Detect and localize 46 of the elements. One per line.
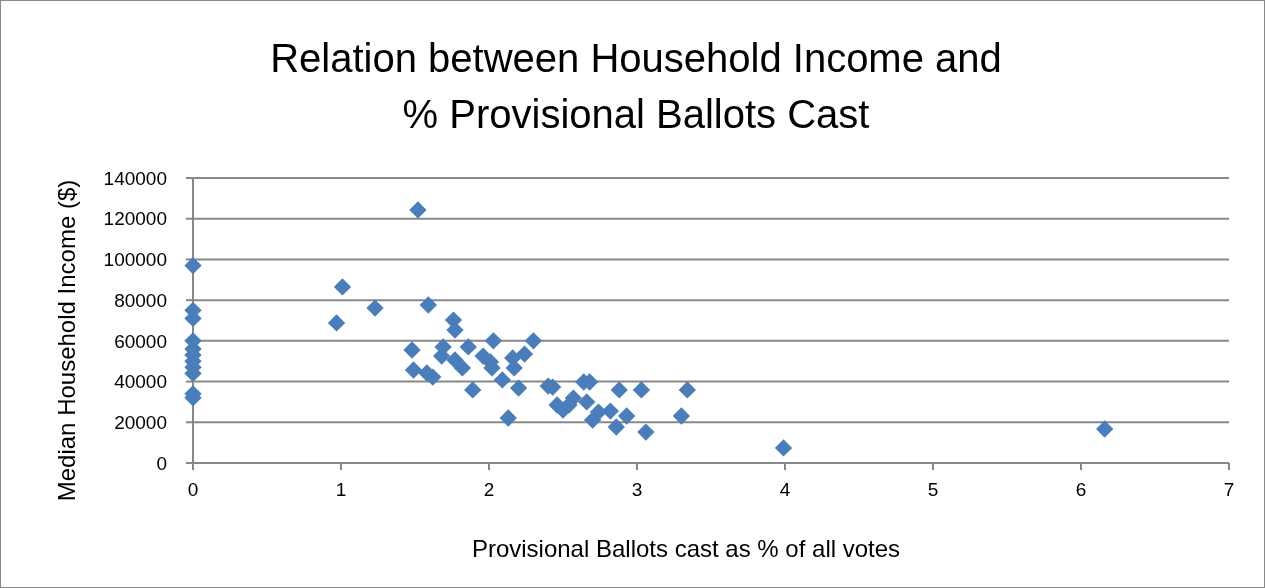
point: [1096, 420, 1114, 438]
point: [484, 332, 503, 350]
point: [459, 338, 477, 356]
y-tick-label: 20000: [114, 411, 167, 433]
x-tick-label: 5: [927, 479, 939, 500]
point: [632, 381, 651, 399]
point: [515, 345, 534, 363]
y-tick-label: 140000: [103, 167, 167, 189]
y-tick-label: 40000: [114, 371, 167, 393]
point: [409, 201, 427, 219]
y-axis-title: Median Household Income ($): [53, 179, 80, 502]
point: [509, 379, 528, 397]
x-tick-label: 7: [1223, 479, 1235, 500]
point: [419, 296, 437, 314]
x-tick-label: 3: [631, 479, 643, 500]
y-tick-label: 120000: [103, 208, 167, 230]
x-tick-label: 2: [483, 479, 495, 500]
point: [524, 332, 543, 350]
point: [366, 299, 384, 317]
point: [403, 341, 421, 359]
y-tick-label: 60000: [114, 330, 167, 352]
point: [184, 256, 202, 275]
x-tick-label: 1: [335, 479, 347, 500]
point: [610, 381, 628, 399]
x-tick-label: 0: [187, 479, 199, 500]
point: [607, 418, 625, 436]
x-tick-label: 6: [1075, 479, 1087, 500]
point: [464, 381, 482, 399]
point: [617, 407, 636, 425]
point: [493, 371, 511, 389]
chart-title: Relation between Household Income and % Provisional Ballots Cast: [270, 36, 1002, 136]
point: [578, 393, 596, 411]
point: [672, 407, 691, 425]
point: [637, 423, 655, 441]
y-tick-label: 80000: [114, 289, 167, 311]
point: [404, 361, 423, 379]
point: [453, 359, 472, 377]
point: [333, 278, 352, 296]
x-axis-title: Provisional Ballots cast as % of all votes: [471, 535, 901, 562]
point: [678, 381, 696, 399]
point: [499, 409, 517, 427]
point: [774, 439, 793, 457]
y-tick-label: 0: [156, 452, 167, 474]
point: [327, 314, 346, 332]
y-tick-label: 100000: [103, 249, 167, 271]
x-tick-label: 4: [779, 479, 791, 500]
